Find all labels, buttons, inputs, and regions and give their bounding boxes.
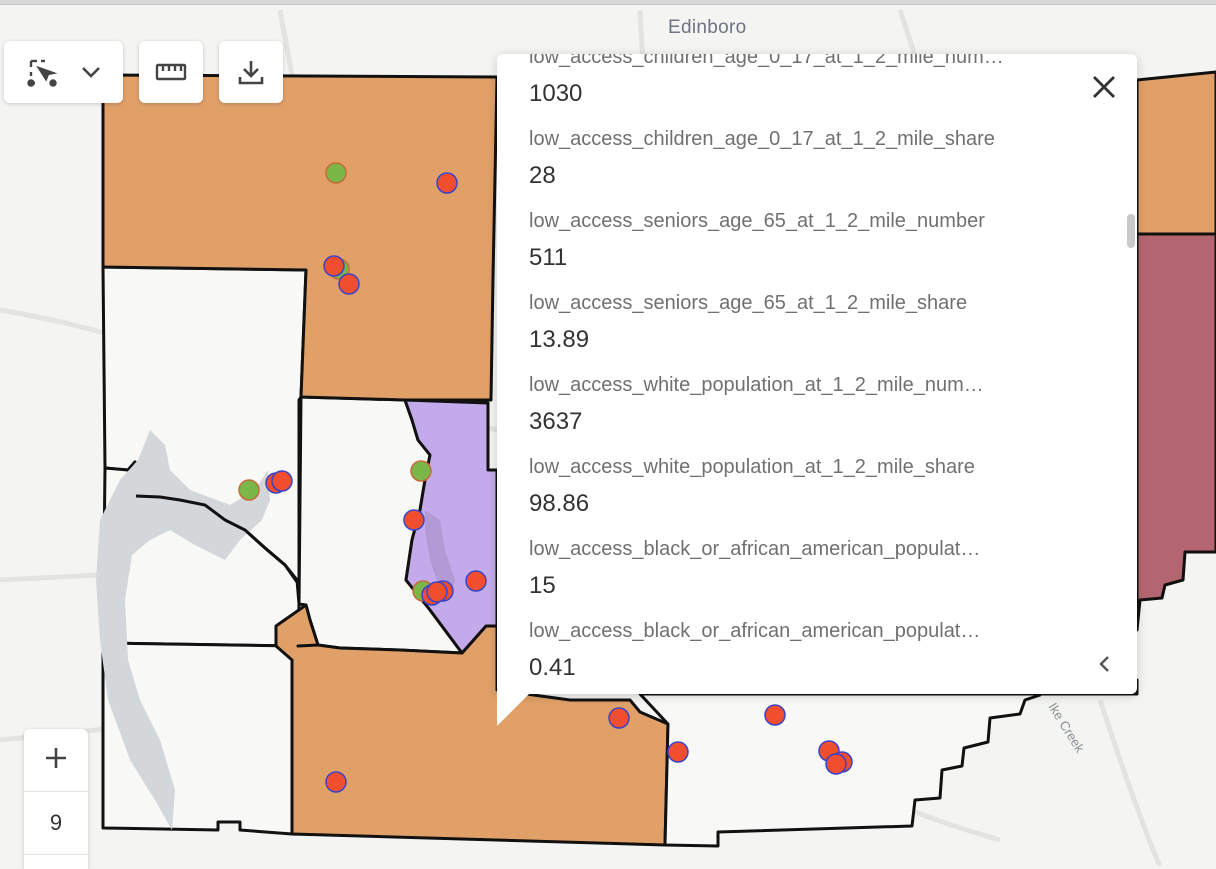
- field-value: 13.89: [529, 326, 590, 353]
- point-red: [426, 581, 448, 603]
- point-green: [410, 460, 432, 482]
- field-value: 3637: [529, 408, 583, 435]
- measure-button[interactable]: [139, 41, 203, 103]
- point-red: [465, 570, 487, 592]
- point-red: [608, 707, 630, 729]
- point-red: [764, 704, 786, 726]
- ruler-icon: [155, 62, 187, 82]
- download-icon: [237, 58, 265, 86]
- point-red: [338, 273, 360, 295]
- point-red: [667, 741, 689, 763]
- popup-field: low_access_seniors_age_65_at_1_2_mile_sh…: [529, 286, 1069, 368]
- popup-scrollbar[interactable]: [1127, 214, 1135, 248]
- popup-field: low_access_children_age_0_17_at_1_2_mile…: [529, 122, 1069, 204]
- field-name: low_access_white_population_at_1_2_mile_…: [529, 456, 975, 478]
- chevron-left-icon: [1095, 656, 1115, 678]
- popup-field: low_access_white_population_at_1_2_mile_…: [529, 450, 1069, 532]
- field-name: low_access_white_population_at_1_2_mile_…: [529, 374, 984, 396]
- tract-orange-south: [274, 603, 670, 847]
- field-name: low_access_children_age_0_17_at_1_2_mile…: [529, 128, 995, 150]
- feature-popup[interactable]: low_access_children_age_0_17_at_1_2_mile…: [497, 54, 1137, 694]
- field-name: low_access_seniors_age_65_at_1_2_mile_nu…: [529, 210, 985, 232]
- top-border: [0, 0, 1216, 5]
- select-tool-icon: [26, 56, 58, 88]
- reservoir: [96, 430, 270, 830]
- inner-boundary-line: [135, 494, 299, 583]
- point-green: [325, 162, 347, 184]
- popup-field: low_access_children_age_0_17_at_1_2_mile…: [529, 54, 1069, 122]
- close-icon: [1089, 76, 1119, 106]
- point-red: [825, 753, 847, 775]
- field-value: 0.41: [529, 654, 576, 681]
- popup-field: low_access_black_or_african_american_pop…: [529, 614, 1069, 694]
- popup-content[interactable]: low_access_children_age_0_17_at_1_2_mile…: [529, 54, 1069, 694]
- field-name: low_access_black_or_african_american_pop…: [529, 620, 981, 642]
- point-red: [436, 172, 458, 194]
- zoom-control: 9: [24, 729, 88, 869]
- point-red: [271, 470, 293, 492]
- place-label: Edinboro: [668, 17, 747, 38]
- field-name: low_access_black_or_african_american_pop…: [529, 538, 981, 560]
- zoom-level: 9: [24, 792, 88, 855]
- river-channel: [425, 510, 455, 600]
- select-tool-button[interactable]: [4, 41, 123, 103]
- chevron-down-icon[interactable]: [80, 65, 102, 79]
- point-red: [403, 509, 425, 531]
- popup-field: low_access_white_population_at_1_2_mile_…: [529, 368, 1069, 450]
- field-value: 511: [529, 244, 568, 271]
- field-value: 98.86: [529, 490, 590, 517]
- field-value: 28: [529, 162, 556, 189]
- tract-orange-east: [1135, 70, 1216, 236]
- zoom-in-icon: [44, 746, 68, 775]
- close-button[interactable]: [1089, 72, 1119, 102]
- field-name: low_access_children_age_0_17_at_1_2_mile…: [529, 54, 1004, 68]
- zoom-in-button[interactable]: [24, 729, 88, 792]
- point-green: [238, 479, 260, 501]
- popup-field: low_access_black_or_african_american_pop…: [529, 532, 1069, 614]
- popup-pointer: [497, 690, 533, 726]
- field-name: low_access_seniors_age_65_at_1_2_mile_sh…: [529, 292, 968, 314]
- tract-maroon-east: [1135, 232, 1216, 632]
- tract-white-south-east: [638, 678, 1139, 848]
- collapse-button[interactable]: [1095, 654, 1115, 674]
- field-value: 15: [529, 572, 556, 599]
- point-red: [323, 255, 345, 277]
- field-value: 1030: [529, 80, 583, 107]
- download-button[interactable]: [219, 41, 283, 103]
- point-layer[interactable]: [238, 162, 853, 793]
- point-red: [325, 771, 347, 793]
- popup-field: low_access_seniors_age_65_at_1_2_mile_nu…: [529, 204, 1069, 286]
